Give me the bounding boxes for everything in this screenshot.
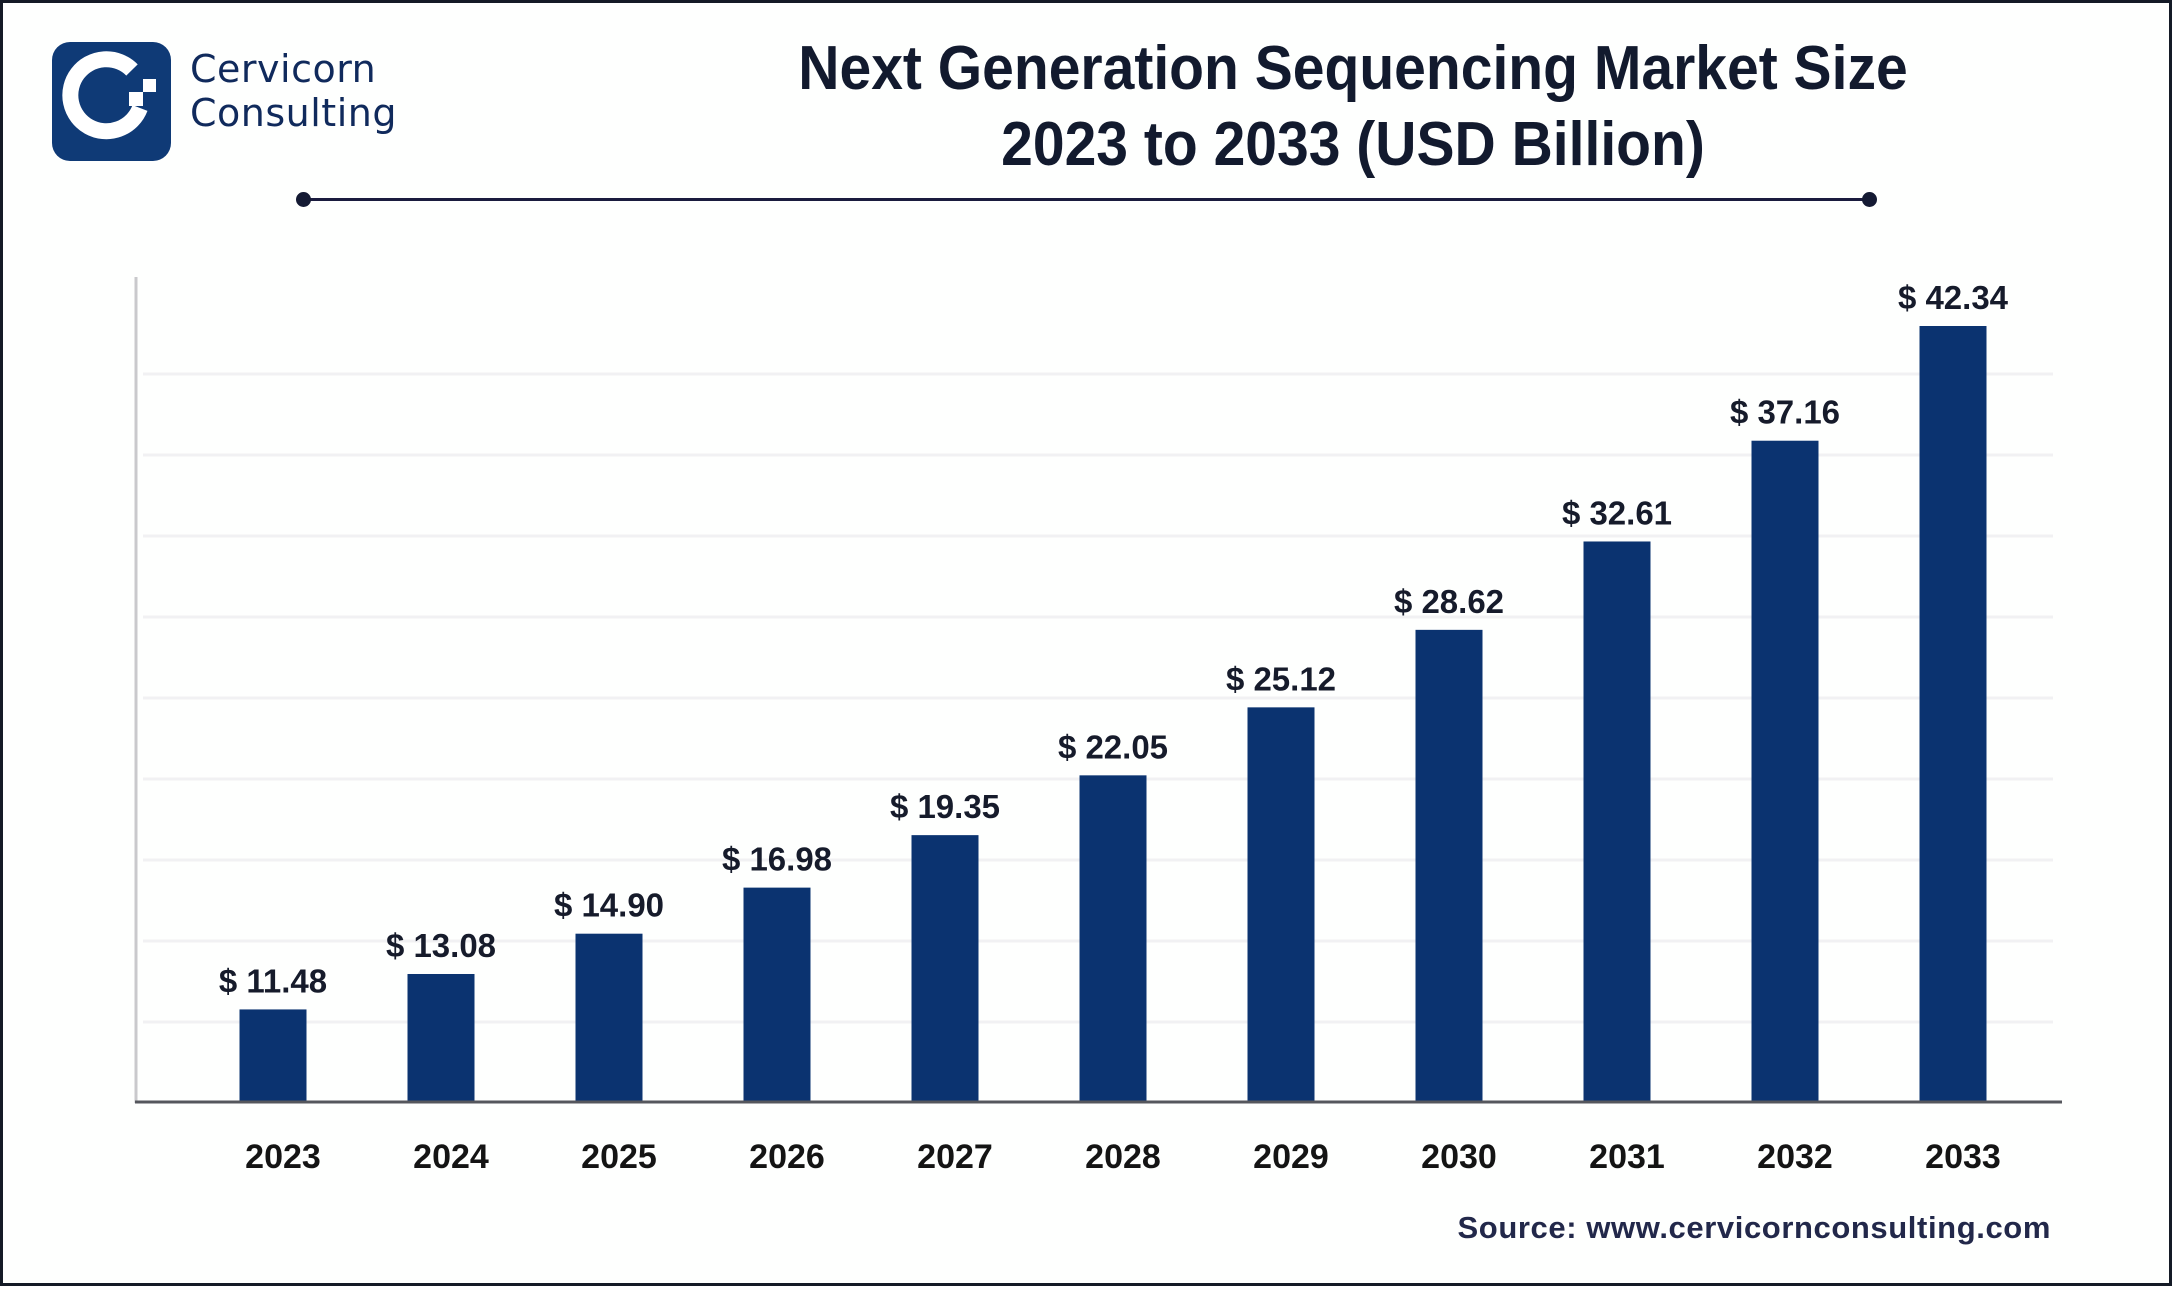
divider-dot-right	[1862, 192, 1877, 207]
bar-2026	[743, 887, 811, 1102]
title-divider	[303, 198, 1869, 201]
bar-2033	[1919, 326, 1987, 1102]
bar-2023	[239, 1009, 307, 1102]
value-label-2030: $ 28.62	[1394, 583, 1504, 620]
bar-2031	[1583, 541, 1651, 1102]
x-tick-label-2033: 2033	[1925, 1138, 2001, 1176]
bar-chart: $ 11.48 $ 13.08 $ 14.90 $ 16.98 $ 19.35 $ 22.…	[134, 277, 2062, 1176]
value-label-2027: $ 19.35	[890, 788, 1000, 825]
brand-name-line2: Consulting	[190, 91, 397, 135]
bar-2027	[911, 835, 979, 1102]
x-tick-label-2023: 2023	[245, 1138, 321, 1176]
x-tick-label-2024: 2024	[413, 1138, 489, 1176]
x-tick-label-2026: 2026	[749, 1138, 825, 1176]
value-label-2023: $ 11.48	[219, 962, 327, 999]
x-tick-label-2027: 2027	[917, 1138, 993, 1176]
value-label-2029: $ 25.12	[1226, 660, 1336, 697]
x-tick-labels: 2023 2024 2025 2026 2027 2028 2029 2030 2031 2032…	[245, 1138, 2001, 1176]
value-label-2028: $ 22.05	[1058, 728, 1168, 765]
bars	[239, 326, 1987, 1102]
bar-2029	[1247, 707, 1315, 1102]
x-tick-label-2029: 2029	[1253, 1138, 1329, 1176]
bar-2030	[1415, 629, 1483, 1102]
x-tick-label-2031: 2031	[1589, 1138, 1665, 1176]
chart-title-line2: 2023 to 2033 (USD Billion)	[1001, 110, 1705, 179]
chart-title: Next Generation Sequencing Market Size 2…	[626, 31, 2080, 183]
brand-name: Cervicorn Consulting	[190, 47, 397, 135]
brand-name-line1: Cervicorn	[190, 47, 377, 91]
divider-dot-left	[296, 192, 311, 207]
x-tick-label-2032: 2032	[1757, 1138, 1833, 1176]
value-label-2033: $ 42.34	[1898, 279, 2009, 316]
x-tick-label-2030: 2030	[1421, 1138, 1497, 1176]
source-note: Source: www.cervicornconsulting.com	[1457, 1210, 2051, 1245]
value-label-2024: $ 13.08	[386, 927, 496, 964]
cervicorn-c-logo-icon	[62, 51, 156, 140]
bar-2028	[1079, 775, 1147, 1102]
value-label-2026: $ 16.98	[722, 841, 832, 878]
x-tick-label-2025: 2025	[581, 1138, 657, 1176]
x-tick-label-2028: 2028	[1085, 1138, 1161, 1176]
value-label-2025: $ 14.90	[554, 887, 664, 924]
value-label-2032: $ 37.16	[1730, 394, 1840, 431]
brand-logo	[52, 42, 171, 161]
bar-2025	[575, 933, 643, 1102]
bar-2032	[1751, 440, 1819, 1102]
value-label-2031: $ 32.61	[1562, 494, 1672, 531]
value-labels: $ 11.48 $ 13.08 $ 14.90 $ 16.98 $ 19.35 $ 22.…	[219, 279, 2009, 999]
bar-2024	[407, 973, 475, 1102]
chart-title-line1: Next Generation Sequencing Market Size	[798, 34, 1908, 103]
